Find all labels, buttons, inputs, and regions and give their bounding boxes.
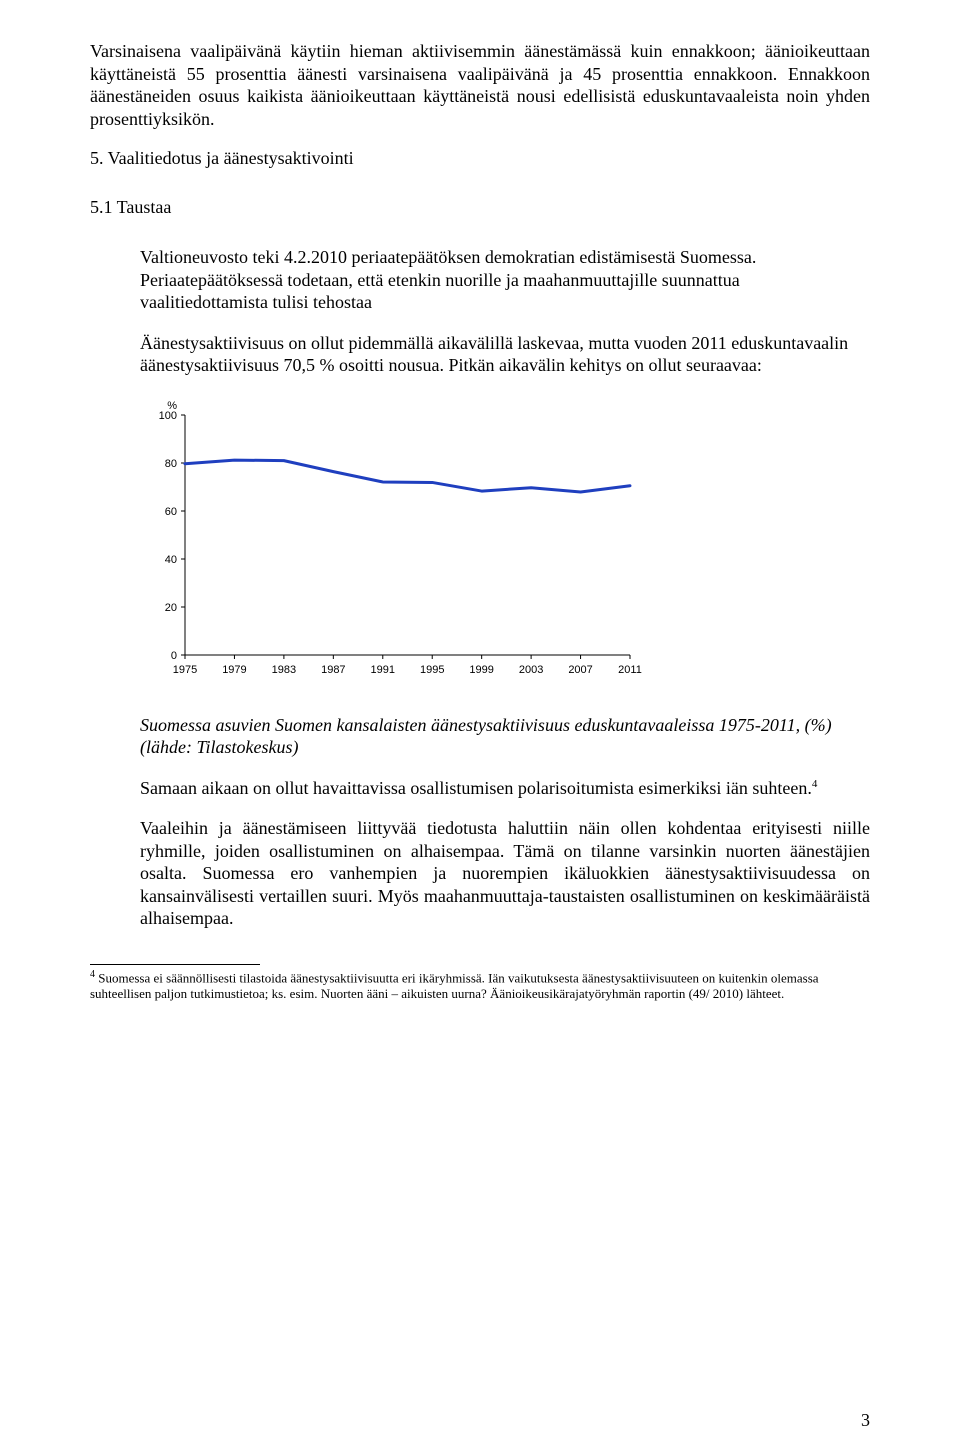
- svg-text:1979: 1979: [222, 664, 246, 676]
- targeting-paragraph: Vaaleihin ja äänestämiseen liittyvää tie…: [140, 817, 870, 930]
- page-number: 3: [861, 1410, 870, 1431]
- svg-text:2003: 2003: [519, 664, 543, 676]
- svg-text:2007: 2007: [568, 664, 592, 676]
- svg-text:%: %: [167, 400, 177, 412]
- svg-text:1983: 1983: [272, 664, 296, 676]
- svg-text:40: 40: [165, 554, 177, 566]
- background-paragraph-1: Valtioneuvosto teki 4.2.2010 periaatepää…: [140, 246, 870, 314]
- svg-text:1987: 1987: [321, 664, 345, 676]
- intro-paragraph: Varsinaisena vaalipäivänä käytiin hieman…: [90, 40, 870, 130]
- turnout-line-chart-svg: 0204060801001975197919831987199119951999…: [140, 395, 645, 685]
- footnote-ref-4: 4: [812, 778, 818, 790]
- polarisation-text: Samaan aikaan on ollut havaittavissa osa…: [140, 778, 812, 798]
- svg-text:1995: 1995: [420, 664, 444, 676]
- svg-text:1999: 1999: [469, 664, 493, 676]
- polarisation-paragraph: Samaan aikaan on ollut havaittavissa osa…: [140, 777, 870, 800]
- svg-text:1991: 1991: [371, 664, 395, 676]
- svg-text:2011: 2011: [618, 664, 642, 676]
- svg-text:60: 60: [165, 506, 177, 518]
- footnote-separator: [90, 964, 260, 965]
- section-5-1-heading: 5.1 Taustaa: [90, 197, 870, 218]
- footnote-4: 4 Suomessa ei säännöllisesti tilastoida …: [90, 969, 870, 1003]
- turnout-chart: 0204060801001975197919831987199119951999…: [140, 395, 870, 690]
- section-5-heading: 5. Vaalitiedotus ja äänestysaktivointi: [90, 148, 870, 169]
- svg-text:1975: 1975: [173, 664, 197, 676]
- svg-text:20: 20: [165, 602, 177, 614]
- footnote-text: Suomessa ei säännöllisesti tilastoida ää…: [90, 970, 819, 1001]
- svg-text:80: 80: [165, 458, 177, 470]
- svg-text:0: 0: [171, 650, 177, 662]
- background-paragraph-2: Äänestysaktiivisuus on ollut pidemmällä …: [140, 332, 870, 377]
- chart-caption: Suomessa asuvien Suomen kansalaisten ään…: [140, 714, 870, 759]
